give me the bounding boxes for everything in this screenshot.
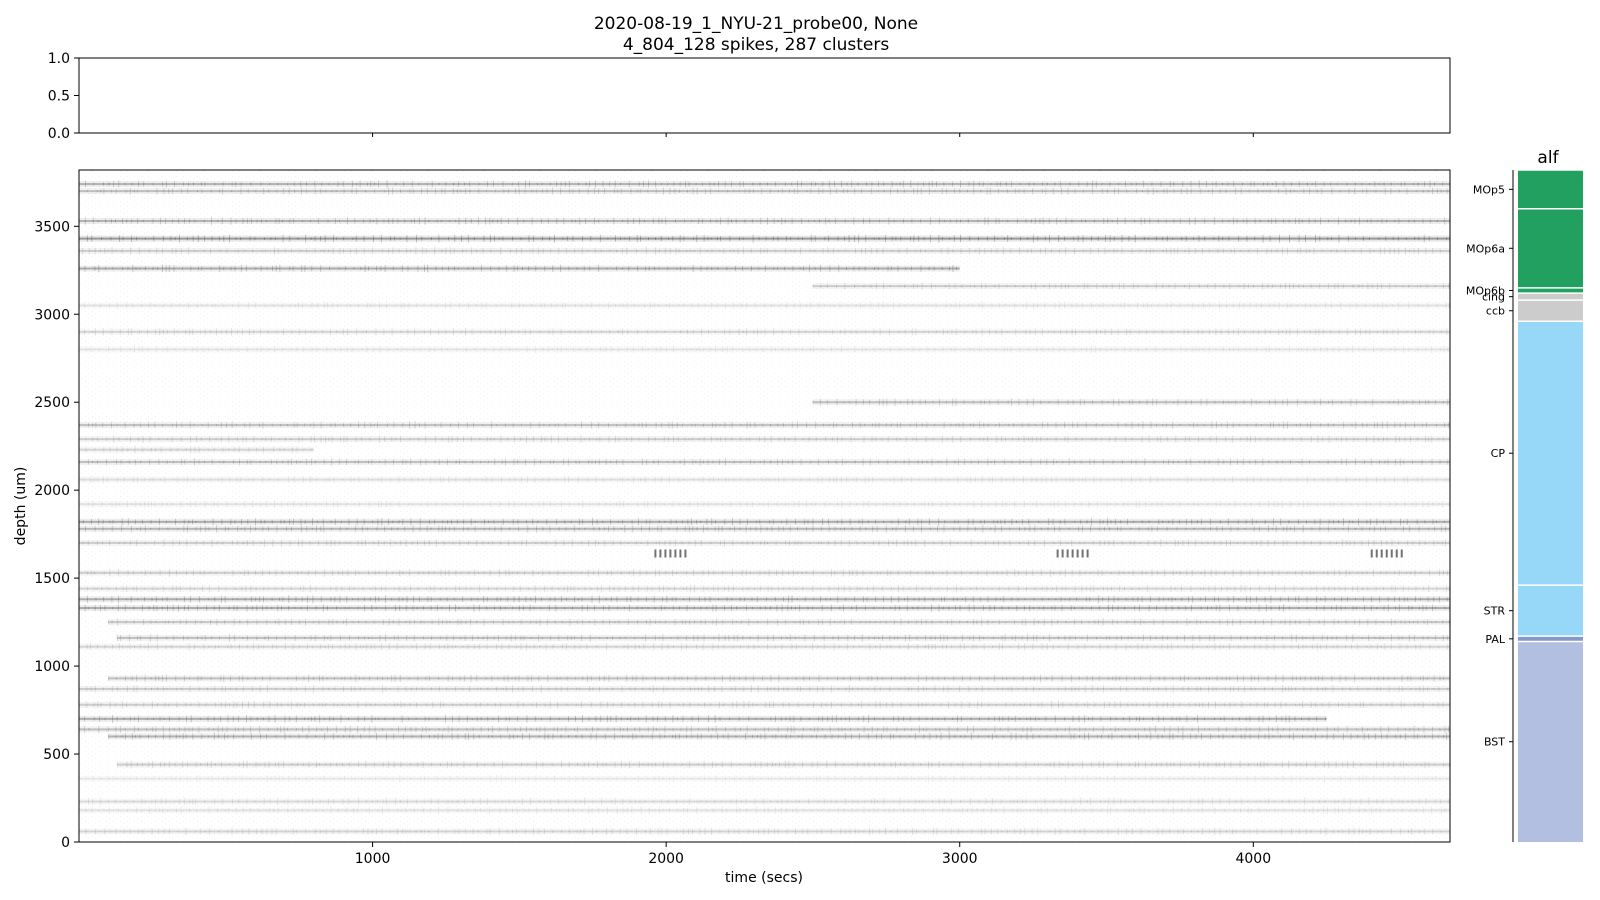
region-bar-str: [1518, 585, 1583, 637]
depth-band: [79, 538, 1450, 547]
depth-band: [79, 595, 1450, 604]
depth-band: [812, 282, 1450, 291]
chart-title-line2: 4_804_128 spikes, 287 clusters: [623, 35, 890, 55]
y-tick-label: 3000: [34, 307, 70, 323]
region-label: MOp6a: [1466, 242, 1505, 255]
depth-band: [79, 524, 1450, 533]
x-tick-label: 3000: [942, 851, 978, 867]
depth-band: [79, 714, 1327, 723]
depth-band: [79, 475, 1450, 484]
depth-band: [79, 827, 1450, 836]
depth-band: [79, 685, 1450, 693]
region-label: CP: [1491, 447, 1506, 460]
region-label: STR: [1484, 605, 1506, 618]
depth-band: [79, 301, 1450, 310]
raster-noise: [79, 170, 1450, 842]
depth-band: [79, 246, 1450, 255]
region-label: ccb: [1486, 305, 1505, 318]
region-bar-pal: [1518, 636, 1583, 642]
depth-band: [79, 604, 1450, 612]
spike-burst: [1056, 549, 1089, 558]
depth-band: [79, 187, 1450, 196]
top-panel: 1.0 0.5 0.0: [48, 51, 1451, 142]
x-tick-label: 4000: [1235, 851, 1271, 867]
depth-band: [79, 568, 1450, 577]
top-y-tick-label: 1.0: [48, 51, 70, 67]
region-label: BST: [1484, 736, 1505, 749]
raster-y-ticks: 0 500 1000 1500 2000 2500 3000 3500: [34, 219, 79, 851]
depth-band: [79, 264, 960, 273]
depth-band: [79, 234, 1450, 243]
region-bar-mop6b: [1518, 287, 1583, 294]
region-bar-ccb: [1518, 300, 1583, 322]
region-label: MOp5: [1473, 183, 1505, 196]
depth-band: [108, 618, 1450, 627]
depth-band: [108, 732, 1450, 741]
depth-band: [79, 445, 314, 454]
y-tick-label: 2500: [34, 395, 70, 411]
depth-band: [79, 774, 1450, 783]
region-label: cing: [1482, 291, 1505, 304]
depth-band: [116, 760, 1450, 769]
top-y-ticks: 1.0 0.5 0.0: [48, 51, 79, 142]
y-tick-label: 3500: [34, 219, 70, 235]
raster-bands: [79, 180, 1450, 836]
depth-band: [79, 642, 1450, 651]
spike-burst: [1370, 549, 1403, 558]
region-bar-cing: [1518, 293, 1583, 301]
depth-band: [79, 500, 1450, 509]
region-bar-bst: [1518, 641, 1583, 842]
raster-panel: 0 500 1000 1500 2000 2500 3000 3500 1000 2000 300…: [13, 169, 1451, 886]
region-label: PAL: [1485, 633, 1505, 646]
depth-band: [79, 797, 1450, 806]
depth-band: [79, 327, 1450, 336]
region-bar-cp: [1518, 321, 1583, 586]
x-axis-label: time (secs): [725, 870, 803, 886]
top-x-ticks: [372, 133, 1254, 137]
y-tick-label: 1000: [34, 659, 70, 675]
top-panel-frame: [78, 57, 1451, 134]
y-tick-label: 500: [43, 747, 70, 763]
depth-band: [79, 435, 1450, 444]
region-bar-mop5: [1518, 170, 1583, 209]
depth-band: [79, 217, 1450, 225]
raster-frame: [78, 169, 1451, 843]
y-tick-label: 0: [61, 835, 70, 851]
depth-band: [79, 345, 1450, 354]
depth-band: [116, 634, 1450, 642]
chart-title-line1: 2020-08-19_1_NYU-21_probe00, None: [594, 14, 918, 34]
y-tick-label: 1500: [34, 571, 70, 587]
region-bars: [1518, 169, 1583, 842]
depth-band: [79, 725, 1450, 734]
raster-x-ticks: 1000 2000 3000 4000: [355, 842, 1271, 867]
depth-band: [79, 180, 1450, 189]
depth-band: [79, 806, 1450, 815]
depth-band: [79, 517, 1450, 526]
top-y-tick-label: 0.0: [48, 126, 70, 142]
x-tick-label: 1000: [355, 851, 391, 867]
depth-band: [108, 674, 1450, 683]
spike-burst: [654, 549, 687, 558]
x-tick-label: 2000: [648, 851, 684, 867]
depth-band: [79, 458, 1450, 466]
y-tick-label: 2000: [34, 483, 70, 499]
depth-band: [812, 398, 1450, 407]
depth-band: [79, 584, 1450, 593]
region-label: MOp6b: [1466, 285, 1505, 298]
top-y-tick-label: 0.5: [48, 89, 70, 105]
depth-band: [79, 700, 1450, 709]
y-axis-label: depth (um): [13, 467, 29, 546]
depth-band: [79, 421, 1450, 429]
region-bar-mop6a: [1518, 208, 1583, 288]
region-panel-title: alf: [1537, 148, 1559, 168]
